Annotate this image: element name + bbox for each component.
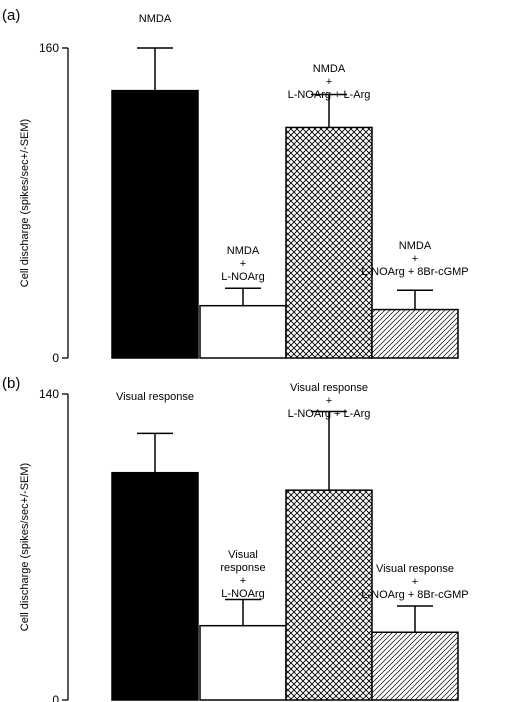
bar-label: NMDA [227,245,260,257]
bar-label: L-NOArg [221,588,264,600]
bar-label: NMDA [313,63,346,75]
panel-a: (a) 0 160 Cell discharge (spikes/sec+/-SEM)… [2,7,469,365]
bar-label: L-NOArg + 8Br-cGMP [361,266,468,278]
bar [111,89,199,359]
bar-label: Visual response [116,391,194,403]
panel-label: (a) [2,7,20,24]
y-tick-label: 0 [52,693,59,702]
bar [285,489,373,701]
y-axis-label: Cell discharge (spikes/sec+/-SEM) [19,119,31,287]
bar-label: L-NOArg [221,271,264,283]
bar-label: L-NOArg + L-Arg [288,408,371,420]
bar-label: response [220,562,265,574]
bar-label: + [326,76,332,88]
bar-label: + [412,576,418,588]
bar-label: L-NOArg + L-Arg [288,89,371,101]
bar-label: + [326,395,332,407]
bar [199,624,287,701]
panel-b: (b) 0 140 Cell discharge (spikes/sec+/-SEM)… [2,375,469,702]
panel-label: (b) [2,375,20,392]
bar-label: NMDA [399,240,432,252]
bar-label: Visual response [376,563,454,575]
bar-label: + [240,258,246,270]
bar-label: NMDA [139,13,172,25]
bar [111,471,199,701]
bar [199,304,287,359]
bar-label: Visual [228,549,258,561]
bar [371,308,459,359]
bar-label: + [240,575,246,587]
bar-label: L-NOArg + 8Br-cGMP [361,589,468,601]
y-axis-label: Cell discharge (spikes/sec+/-SEM) [19,463,31,631]
y-tick-label: 0 [52,351,59,365]
bar-label: + [412,253,418,265]
y-tick-label: 140 [39,387,59,401]
y-tick-label: 160 [39,41,59,55]
bar-label: Visual response [290,382,368,394]
bar [371,631,459,701]
bar [285,126,373,359]
